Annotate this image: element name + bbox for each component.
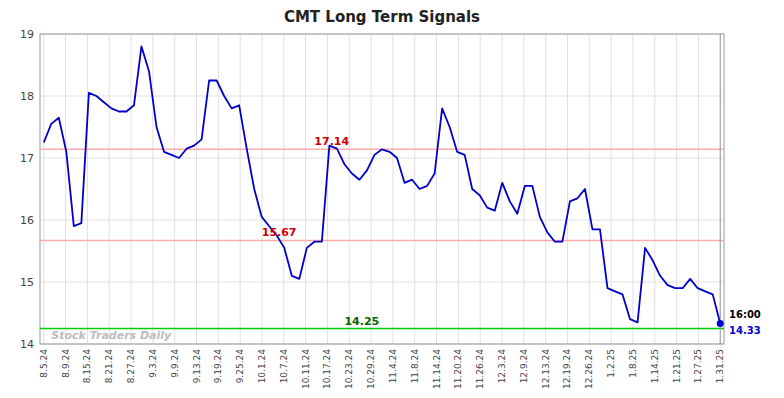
x-tick-label: 11.20.24	[453, 349, 463, 389]
x-grid-line	[458, 34, 459, 344]
x-grid-line	[632, 34, 633, 344]
x-grid-line	[327, 34, 328, 344]
x-grid-line	[196, 34, 197, 344]
x-tick-label: 12.19.24	[562, 349, 572, 389]
x-grid-line	[502, 34, 503, 344]
x-grid-line	[349, 34, 350, 344]
x-grid-line	[43, 34, 44, 344]
x-tick-label: 12.9.24	[519, 349, 529, 384]
reference-line	[40, 240, 724, 242]
x-grid-line	[414, 34, 415, 344]
x-tick-label: 11.26.24	[475, 349, 485, 389]
x-tick-label: 10.11.24	[301, 349, 311, 389]
title: CMT Long Term Signals	[284, 8, 480, 26]
last-time-label: 16:00	[729, 309, 761, 320]
x-tick-label: 8.15.24	[82, 349, 92, 384]
y-grid-line	[40, 96, 724, 97]
x-tick-label: 9.25.24	[235, 349, 245, 384]
y-tick-label: 18	[20, 90, 34, 103]
x-grid-line	[567, 34, 568, 344]
x-tick-label: 12.13.24	[541, 349, 551, 389]
x-tick-label: 9.3.24	[148, 349, 158, 378]
y-tick-label: 17	[20, 152, 34, 165]
x-grid-line	[589, 34, 590, 344]
reference-label: 15.67	[262, 226, 297, 239]
x-grid-line	[152, 34, 153, 344]
x-tick-label: 8.27.24	[126, 349, 136, 384]
x-tick-label: 10.1.24	[257, 349, 267, 384]
x-tick-label: 8.5.24	[39, 349, 49, 378]
x-grid-line	[261, 34, 262, 344]
x-tick-label: 1.8.25	[628, 349, 638, 378]
x-tick-label: 10.7.24	[279, 349, 289, 384]
x-grid-line	[305, 34, 306, 344]
x-grid-line	[676, 34, 677, 344]
x-tick-label: 9.19.24	[213, 349, 223, 384]
last-value-label: 14.33	[729, 325, 761, 336]
y-grid-line	[40, 158, 724, 159]
last-point	[717, 320, 724, 327]
x-grid-line	[283, 34, 284, 344]
x-tick-label: 9.13.24	[192, 349, 202, 384]
x-grid-line	[218, 34, 219, 344]
y-tick-label: 15	[20, 276, 34, 289]
x-tick-label: 8.9.24	[61, 349, 71, 378]
x-tick-label: 10.17.24	[322, 349, 332, 389]
x-grid-line	[174, 34, 175, 344]
x-grid-line	[611, 34, 612, 344]
y-grid-line	[40, 282, 724, 283]
y-tick-label: 14	[20, 338, 34, 351]
watermark: Stock Traders Daily	[51, 329, 172, 342]
x-grid-line	[65, 34, 66, 344]
x-tick-label: 12.26.24	[584, 349, 594, 389]
x-grid-line	[436, 34, 437, 344]
plot-area	[40, 34, 724, 344]
x-grid-line	[371, 34, 372, 344]
background	[0, 0, 784, 398]
x-tick-label: 8.21.24	[104, 349, 114, 384]
reference-label: 17.14	[314, 135, 349, 148]
x-grid-line	[480, 34, 481, 344]
y-tick-label: 19	[20, 28, 34, 41]
x-grid-line	[131, 34, 132, 344]
x-tick-label: 10.29.24	[366, 349, 376, 389]
x-tick-label: 1.2.25	[606, 349, 616, 378]
x-tick-label: 1.14.25	[650, 349, 660, 383]
plot-frame	[40, 34, 724, 344]
x-grid-line	[240, 34, 241, 344]
x-tick-label: 1.31.25	[715, 349, 725, 383]
last-point-line	[720, 34, 721, 344]
x-tick-label: 11.14.24	[432, 349, 442, 389]
x-grid-line	[392, 34, 393, 344]
x-grid-line	[545, 34, 546, 344]
x-tick-label: 12.3.24	[497, 349, 507, 384]
grid	[40, 34, 724, 344]
x-tick-label: 1.21.25	[672, 349, 682, 383]
reference-label: 14.25	[344, 315, 379, 328]
x-tick-label: 11.8.24	[410, 349, 420, 384]
x-grid-line	[720, 34, 721, 344]
x-grid-line	[87, 34, 88, 344]
x-tick-label: 1.27.25	[693, 349, 703, 383]
x-grid-line	[109, 34, 110, 344]
x-tick-label: 10.23.24	[344, 349, 354, 389]
y-grid-line	[40, 220, 724, 221]
price-line	[44, 46, 720, 323]
x-grid-line	[654, 34, 655, 344]
x-tick-label: 9.9.24	[170, 349, 180, 378]
x-tick-label: 11.4.24	[388, 349, 398, 384]
chart: CMT Long Term Signals 14 15 16 17 18 19 8.5.24 8…	[0, 0, 784, 398]
y-tick-label: 16	[20, 214, 34, 227]
x-grid-line	[698, 34, 699, 344]
